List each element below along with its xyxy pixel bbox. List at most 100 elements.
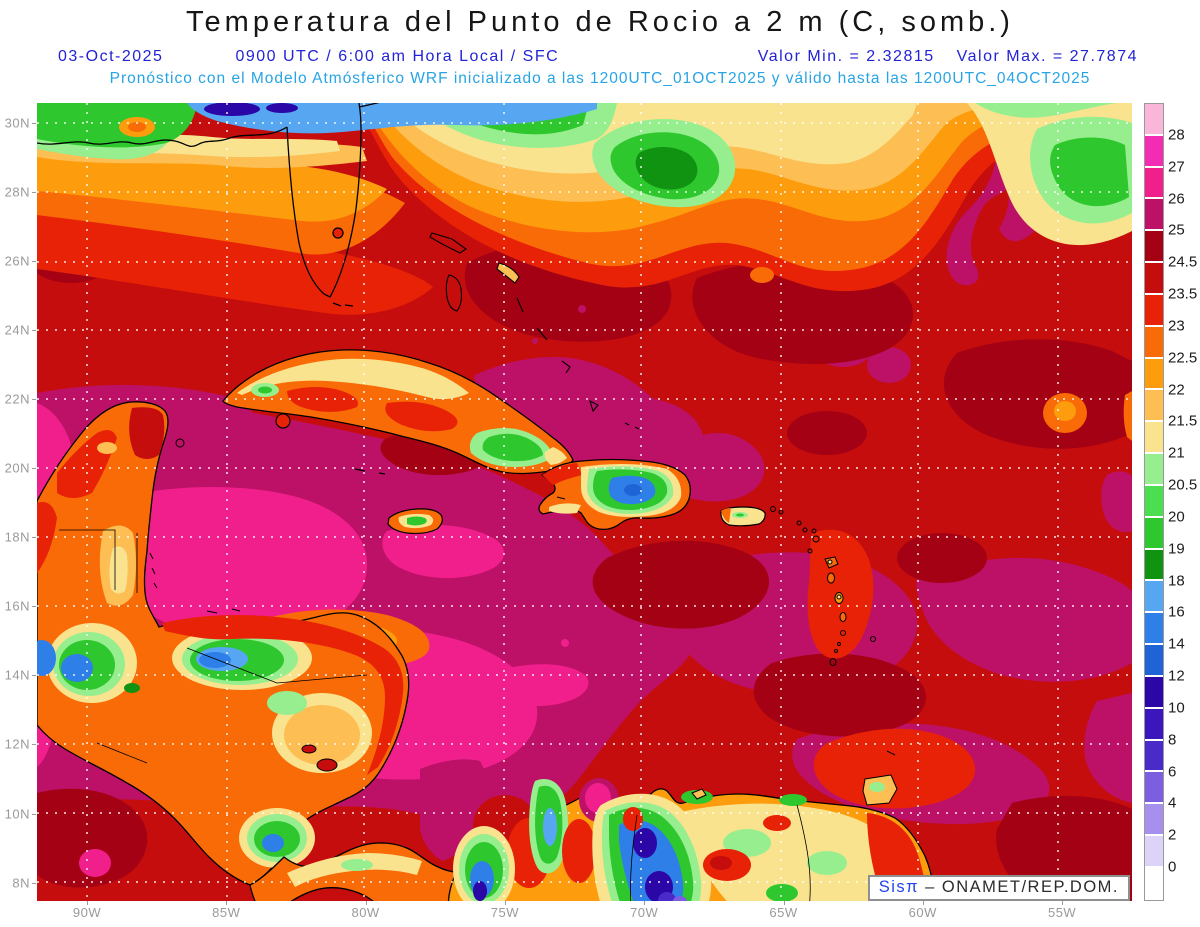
colorbar-level-label: 23.5 [1168,285,1198,303]
watermark: Sisπ – ONAMET/REP.DOM. [867,875,1130,901]
colorbar-swatch [1145,581,1163,614]
lon-tick-mark [644,901,646,905]
colorbar-level-label: 12 [1168,667,1185,685]
cayman-islands [354,468,386,475]
colorbar-swatch [1145,549,1163,582]
colorbar-level-label: 20.5 [1168,476,1198,494]
lat-tick-mark [32,468,36,470]
colorbar-level-label: 14 [1168,635,1185,653]
colorbar-swatch [1145,645,1163,677]
florida-keys [332,302,354,307]
lon-tick-label: 65W [769,905,798,920]
colorbar-level-label: 18 [1168,572,1185,590]
colorbar-swatch [1145,676,1163,709]
lon-tick-mark [922,901,924,905]
colorbar-level-label: 6 [1168,763,1177,781]
colorbar-level-label: 25 [1168,221,1185,239]
colorbar-level-label: 26 [1168,190,1185,208]
admin-borders [59,529,368,764]
value-max: Valor Max. = 27.7874 [956,48,1138,65]
lat-tick-mark [32,192,36,194]
lat-tick-label: 30N [4,115,30,131]
colorbar-level-label: 21.5 [1168,412,1198,430]
lon-tick-label: 60W [908,905,937,920]
lat-tick-label: 28N [4,184,30,200]
south-america [420,759,936,901]
forecast-time: 0900 UTC / 6:00 am Hora Local / SFC [235,48,560,65]
colorbar-swatch [1145,199,1163,232]
colorbar-swatch [1145,772,1163,805]
hispaniola [538,458,691,531]
colorbar-swatch [1145,804,1163,837]
colorbar-level-label: 4 [1168,794,1177,812]
lat-tick-mark [32,606,36,608]
puerto-rico [720,506,766,527]
lat-tick-label: 20N [4,460,30,476]
colorbar-level-label: 28 [1168,126,1185,144]
colorbar-swatch [1145,263,1163,295]
watermark-org: – ONAMET/REP.DOM. [925,878,1119,896]
colorbar-swatch [1145,708,1163,741]
front-band [37,103,1132,315]
lat-tick-mark [32,537,36,539]
lat-tick-label: 22N [4,391,30,407]
central-america [37,401,465,901]
header: Temperatura del Punto de Rocio a 2 m (C,… [0,0,1200,88]
lat-tick-label: 24N [4,322,30,338]
colorbar-swatch [1145,485,1163,518]
colorbar-swatch [1145,231,1163,264]
lat-tick-mark [32,399,36,401]
lat-tick-label: 14N [4,667,30,683]
colorbar-swatch [1145,454,1163,486]
lon-tick-label: 55W [1047,905,1077,920]
datetime-line: 03-Oct-2025 0900 UTC / 6:00 am Hora Loca… [0,48,1200,66]
lat-tick-label: 12N [4,736,30,752]
lon-tick-mark [783,901,785,905]
model-init-line: Pronóstico con el Modelo Atmósferico WRF… [109,70,1091,87]
colorbar-level-label: 2 [1168,826,1177,844]
colorbar-level-label: 19 [1168,540,1185,558]
colorbar-level-label: 27 [1168,158,1185,176]
lat-tick-label: 18N [4,529,30,545]
lat-tick-label: 10N [4,806,30,821]
lon-tick-label: 70W [630,905,659,920]
lon-tick-label: 90W [72,905,102,920]
colorbar-swatch [1145,390,1163,423]
lon-tick-mark [365,901,367,905]
lon-tick-label: 80W [351,905,380,920]
value-min: Valor Min. = 2.32815 [757,48,935,65]
lake-okeechobee [332,227,344,239]
lon-tick-mark [1062,901,1064,905]
colorbar-level-label: 20 [1168,508,1185,526]
florida-coastline [286,103,362,298]
dewpoint-map-canvas [37,103,1132,901]
lat-tick-label: 16N [4,598,30,614]
lon-tick-label: 85W [212,905,241,920]
colorbar-swatch [1145,613,1163,646]
colorbar-swatch [1145,836,1163,868]
lat-tick-mark [32,813,36,815]
colorbar-swatch [1145,104,1163,136]
gonave-island [556,496,566,500]
colorbar-swatch [1145,517,1163,550]
colorbar-swatch [1145,740,1163,773]
colorbar-level-label: 22 [1168,381,1185,399]
lat-tick-mark [32,261,36,263]
lesser-antilles [691,506,898,806]
page-title: Temperatura del Punto de Rocio a 2 m (C,… [186,6,1014,38]
us-atlantic-coastline [358,103,380,108]
colorbar-level-label: 23 [1168,317,1185,335]
lat-tick-mark [32,675,36,677]
lat-tick-mark [32,123,36,124]
lon-tick-label: 75W [490,905,520,920]
colorbar-swatch [1145,326,1163,359]
colorbar-level-label: 22.5 [1168,349,1198,367]
colorbar-swatch [1145,167,1163,200]
lon-tick-mark [504,901,506,905]
map-area: Sisπ – ONAMET/REP.DOM. [37,103,1132,901]
colorbar-level-label: 0 [1168,858,1177,876]
jamaica [387,508,443,535]
colorbar-level-label: 16 [1168,603,1185,621]
colorbar-swatch [1145,867,1163,900]
